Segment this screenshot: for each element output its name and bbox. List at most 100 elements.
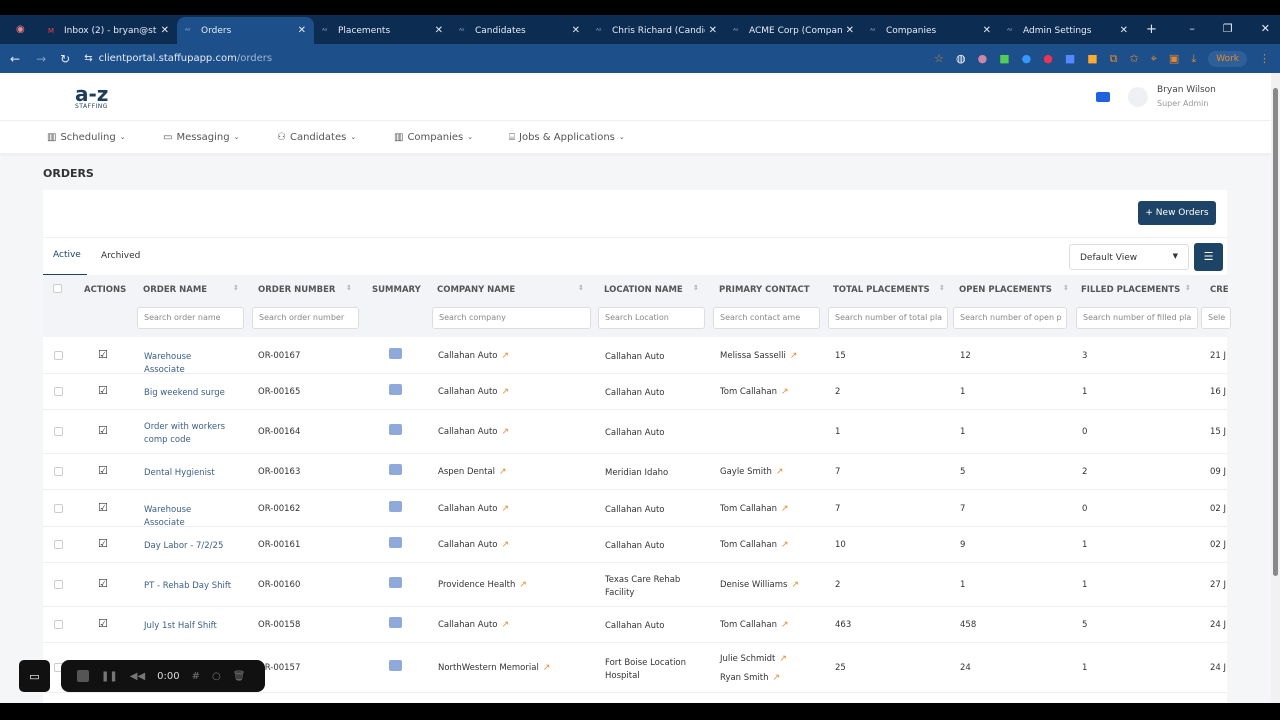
new-tab-button[interactable]: + [1146, 22, 1157, 37]
camera-button[interactable]: ▭ [19, 660, 50, 692]
profile-button[interactable]: Work [1208, 50, 1247, 67]
tab-archived[interactable]: Archived [101, 251, 141, 261]
company-name[interactable]: Callahan Auto ↗ [438, 427, 509, 437]
browser-tab[interactable]: ᴬᶻ ACME Corp (Companies)✕ [725, 17, 862, 44]
external-link-icon[interactable]: ↗ [791, 580, 800, 590]
bookmark-star-icon[interactable]: ☆ [934, 52, 944, 65]
primary-contact[interactable]: Julie Schmidt ↗ [720, 654, 787, 664]
back-icon[interactable]: ← [10, 51, 21, 66]
table-row[interactable]: ☑ Warehouse Associate OR-00167 Callahan Aut… [43, 337, 1227, 375]
external-link-icon[interactable]: ↗ [501, 540, 510, 550]
order-name-link[interactable]: Warehouse Associate [144, 351, 192, 375]
tab-close-icon[interactable]: ✕ [434, 25, 443, 36]
extension-icon[interactable]: ● [1043, 52, 1053, 65]
column-filter-input[interactable]: Sele [1201, 307, 1231, 329]
nav-jobs-applications[interactable]: ⌸ Jobs & Applications ⌄ [509, 131, 625, 143]
browser-tab[interactable]: M Inbox (2) - bryan@staffup✕ [40, 17, 177, 44]
row-checkbox[interactable] [54, 427, 63, 436]
table-row[interactable]: ☑ Big weekend surge OR-00165 Callahan Auto ↗… [43, 374, 1227, 410]
forward-icon[interactable]: → [36, 51, 47, 66]
column-header[interactable]: ORDER NAME [143, 285, 208, 295]
sort-icon[interactable]: ⇕ [346, 284, 352, 292]
stop-icon[interactable] [77, 670, 89, 682]
column-header[interactable]: ORDER NUMBER [258, 285, 336, 295]
order-name-link[interactable]: July 1st Half Shift [144, 621, 217, 631]
browser-tab[interactable]: ᴬᶻ Orders ✕ [177, 17, 314, 44]
column-filter-input[interactable]: Search contact ame [713, 307, 820, 329]
column-filter-input[interactable]: Search number of total pla [828, 307, 948, 329]
primary-contact[interactable]: Melissa Sasselli ↗ [720, 351, 797, 361]
edit-icon[interactable]: ☑ [98, 424, 108, 437]
extension-icon[interactable]: ■ [999, 52, 1010, 65]
sort-icon[interactable]: ⇕ [1063, 284, 1069, 292]
sort-icon[interactable]: ⇕ [1185, 284, 1191, 292]
download-icon[interactable]: ⤓ [1191, 51, 1197, 65]
extension-icon[interactable]: ■ [1064, 52, 1076, 65]
rewind-icon[interactable]: ◀◀ [129, 670, 146, 682]
row-checkbox[interactable] [54, 467, 63, 476]
nav-companies[interactable]: ▥ Companies ⌄ [394, 131, 474, 143]
external-link-icon[interactable]: ↗ [501, 427, 510, 437]
column-filter-input[interactable]: Search order name [137, 307, 244, 329]
external-link-icon[interactable]: ↗ [772, 673, 781, 683]
external-link-icon[interactable]: ↗ [499, 467, 507, 477]
column-filter-input[interactable]: Search number of filled pla [1076, 307, 1198, 329]
column-filter-input[interactable]: Search order number [252, 307, 359, 329]
column-header[interactable]: PRIMARY CONTACT [719, 285, 810, 295]
sort-icon[interactable]: ⇕ [939, 284, 945, 292]
company-name[interactable]: Aspen Dental ↗ [438, 467, 507, 477]
summary-icon[interactable] [389, 577, 402, 588]
column-settings-button[interactable]: ☰ [1194, 243, 1223, 271]
browser-tab[interactable]: ᴬᶻ Placements ✕ [314, 17, 451, 44]
location-icon[interactable]: ⌖ [1150, 51, 1157, 65]
column-filter-input[interactable]: Search company [432, 307, 591, 329]
scrollbar-thumb[interactable] [1273, 88, 1278, 576]
sort-icon[interactable]: ⇕ [578, 284, 584, 292]
order-name-link[interactable]: Dental Hygienist [144, 468, 215, 478]
order-name-link[interactable]: Order with workers comp code [144, 422, 226, 445]
column-header[interactable]: SUMMARY [372, 285, 421, 295]
select-all-checkbox[interactable] [53, 284, 62, 293]
primary-contact[interactable]: Gayle Smith ↗ [720, 467, 783, 477]
logo[interactable]: a-z STAFFING [75, 84, 108, 111]
column-header[interactable]: LOCATION NAME [604, 285, 683, 295]
external-link-icon[interactable]: ↗ [789, 350, 798, 361]
primary-contact[interactable]: Denise Williams ↗ [720, 580, 799, 590]
order-name-link[interactable]: Day Labor - 7/2/25 [144, 541, 224, 551]
reload-icon[interactable]: ↻ [60, 51, 71, 66]
tab-close-icon[interactable]: ✕ [571, 25, 580, 36]
primary-contact[interactable]: Tom Callahan ↗ [720, 387, 789, 397]
column-header[interactable]: ACTIONS [84, 285, 127, 295]
company-name[interactable]: NorthWestern Memorial ↗ [438, 663, 550, 673]
edit-icon[interactable]: ☑ [98, 500, 108, 514]
table-row[interactable]: ☑ Order with workers comp code OR-00164 Cal… [43, 410, 1227, 454]
row-checkbox[interactable] [54, 540, 63, 549]
external-link-icon[interactable]: ↗ [775, 467, 784, 477]
summary-icon[interactable] [389, 500, 402, 512]
external-link-icon[interactable]: ↗ [501, 620, 510, 630]
summary-icon[interactable] [389, 617, 402, 628]
summary-icon[interactable] [389, 537, 402, 548]
company-name[interactable]: Providence Health ↗ [438, 580, 527, 590]
extension-icon[interactable]: ◍ [955, 52, 966, 65]
column-header[interactable]: CRE [1210, 285, 1229, 295]
tab-close-icon[interactable]: ✕ [845, 25, 854, 36]
row-checkbox[interactable] [54, 620, 63, 629]
summary-icon[interactable] [389, 384, 402, 395]
external-link-icon[interactable]: ↗ [781, 620, 789, 630]
row-checkbox[interactable] [54, 350, 63, 360]
column-filter-input[interactable]: Search Location [598, 307, 705, 329]
nav-messaging[interactable]: ▭ Messaging ⌄ [163, 131, 240, 143]
browser-tab[interactable]: ᴬᶻ Chris Richard (Candidates)✕ [588, 17, 725, 44]
minimize-icon[interactable]: – [1189, 22, 1195, 35]
company-name[interactable]: Callahan Auto ↗ [438, 387, 509, 397]
external-link-icon[interactable]: ↗ [519, 580, 527, 590]
table-row[interactable]: ☑ Warehouse Associate OR-00162 Callahan Aut… [43, 490, 1227, 528]
browser-tab[interactable]: ᴬᶻ Admin Settings ✕ [999, 17, 1136, 44]
column-header[interactable]: FILLED PLACEMENTS [1081, 285, 1181, 295]
extension-icon[interactable]: ■ [1087, 52, 1098, 65]
new-orders-button[interactable]: + New Orders [1138, 201, 1216, 225]
tab-close-icon[interactable]: ✕ [160, 25, 169, 36]
column-header[interactable]: COMPANY NAME [437, 285, 516, 295]
site-settings-icon[interactable]: ⇆ [84, 53, 93, 64]
